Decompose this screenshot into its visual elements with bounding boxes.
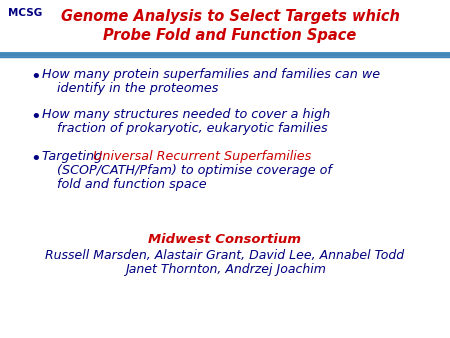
Text: Universal Recurrent Superfamilies: Universal Recurrent Superfamilies bbox=[93, 150, 311, 163]
Text: Targeting: Targeting bbox=[42, 150, 106, 163]
Text: identify in the proteomes: identify in the proteomes bbox=[57, 82, 218, 95]
Text: (SCOP/CATH/Pfam) to optimise coverage of: (SCOP/CATH/Pfam) to optimise coverage of bbox=[57, 164, 332, 177]
Text: Midwest Consortium: Midwest Consortium bbox=[148, 233, 302, 246]
Text: How many structures needed to cover a high: How many structures needed to cover a hi… bbox=[42, 108, 330, 121]
Text: fraction of prokaryotic, eukaryotic families: fraction of prokaryotic, eukaryotic fami… bbox=[57, 122, 328, 135]
Text: •: • bbox=[30, 108, 41, 126]
Text: •: • bbox=[30, 150, 41, 168]
Text: How many protein superfamilies and families can we: How many protein superfamilies and famil… bbox=[42, 68, 380, 81]
Text: MCSG: MCSG bbox=[8, 8, 42, 18]
Text: Genome Analysis to Select Targets which: Genome Analysis to Select Targets which bbox=[61, 9, 400, 24]
Text: Janet Thornton, Andrzej Joachim: Janet Thornton, Andrzej Joachim bbox=[125, 263, 325, 276]
Text: Probe Fold and Function Space: Probe Fold and Function Space bbox=[104, 28, 356, 43]
Text: •: • bbox=[30, 68, 41, 86]
Text: fold and function space: fold and function space bbox=[57, 178, 207, 191]
Text: Russell Marsden, Alastair Grant, David Lee, Annabel Todd: Russell Marsden, Alastair Grant, David L… bbox=[45, 249, 405, 262]
